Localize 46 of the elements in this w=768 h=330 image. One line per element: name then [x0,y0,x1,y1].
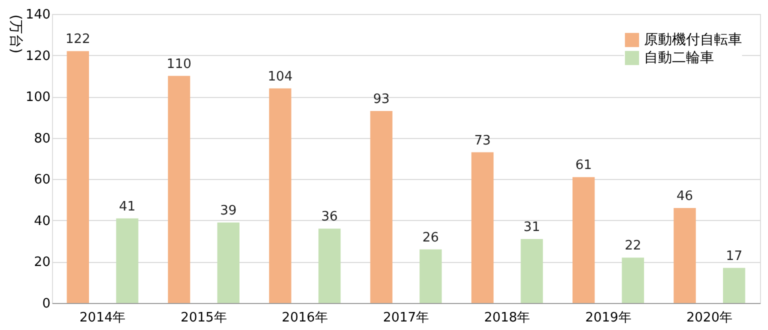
legend-label: 自動二輪車 [644,50,714,66]
data-label: 41 [118,199,136,214]
y-axis-title: (万台) [8,14,24,54]
bar [269,88,292,303]
bar [722,268,746,303]
data-label: 31 [524,220,540,236]
bar [420,249,442,303]
x-tick-label: 2017年 [382,310,430,326]
legend-label: 原動機付自転車 [644,32,742,48]
bar [520,239,543,303]
data-label: 26 [422,230,439,246]
data-label: 36 [321,210,338,225]
data-label: 73 [474,133,491,148]
bar [674,208,696,303]
y-tick-label: 20 [34,255,50,270]
bar [116,218,138,303]
bar [168,76,190,303]
x-tick-label: 2018年 [484,310,530,326]
data-label: 61 [575,158,592,174]
data-label: 17 [726,248,742,264]
data-label: 122 [65,32,90,48]
y-tick-label: 40 [34,214,50,229]
x-tick-label: 2014年 [80,310,126,326]
y-tick-label: 140 [26,8,50,22]
y-tick-label: 120 [26,48,50,64]
bar [370,111,392,303]
y-tick-label: 0 [42,296,50,312]
x-tick-label: 2016年 [282,310,328,326]
x-tick-label: 2015年 [180,310,227,326]
bar [318,228,341,303]
data-label: 22 [624,238,642,254]
data-label: 46 [676,189,694,204]
bar [572,177,595,303]
y-tick-label: 60 [34,172,50,188]
x-tick-label: 2020年 [686,310,732,326]
bar [622,258,644,303]
data-label: 104 [268,69,293,84]
bar [66,51,90,303]
x-tick-label: 2019年 [585,310,632,326]
data-label: 93 [373,92,390,108]
data-label: 39 [220,203,237,218]
bar [471,152,494,303]
data-label: 110 [166,56,192,72]
y-tick-label: 100 [26,90,50,106]
y-tick-label: 80 [34,131,50,146]
bar [217,222,240,303]
